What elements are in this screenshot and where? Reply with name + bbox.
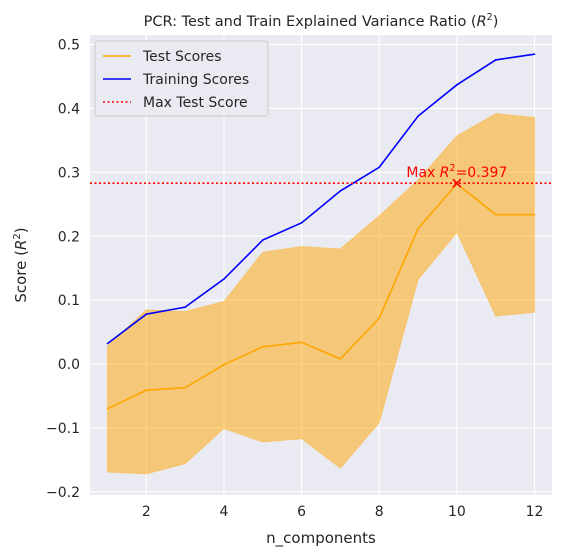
- training-scores-line: [106, 53, 535, 345]
- max-score-annotation: Max R2=0.397: [406, 163, 507, 181]
- test-scores-point: [300, 341, 303, 344]
- training-scores-point: [456, 84, 458, 86]
- training-scores-point: [184, 306, 186, 308]
- x-tick-labels: 2 4 6 8 10 12: [142, 504, 544, 520]
- y-tick-labels: −0.2 −0.1 0.0 0.1 0.2 0.3 0.4 0.5: [46, 38, 80, 501]
- test-scores-point: [223, 363, 225, 366]
- test-scores-point: [494, 213, 497, 216]
- x-tick-label: 6: [297, 504, 306, 520]
- training-scores-point: [494, 59, 497, 61]
- test-scores-point: [106, 407, 109, 410]
- y-tick-label: 0.1: [58, 293, 80, 309]
- training-scores-point: [300, 222, 303, 224]
- legend-label-test: Test Scores: [142, 49, 222, 65]
- test-scores-point: [145, 389, 148, 392]
- training-scores-point: [378, 166, 381, 169]
- y-tick-label: −0.2: [46, 485, 80, 501]
- x-tick-label: 12: [526, 504, 544, 520]
- legend-box: [94, 40, 269, 117]
- test-scores-point: [339, 358, 342, 360]
- training-scores-point: [145, 313, 148, 315]
- x-axis-label: n_components: [266, 529, 376, 548]
- max-score-marker: [452, 178, 462, 188]
- test-score-band: [106, 113, 536, 475]
- y-tick-label: 0.3: [58, 165, 80, 181]
- test-scores-line: [107, 182, 535, 410]
- y-tick-label: 0.5: [58, 38, 80, 54]
- training-scores-point: [261, 239, 264, 241]
- x-tick-label: 2: [142, 504, 151, 520]
- x-tick-label: 4: [219, 504, 228, 520]
- training-scores-point: [106, 342, 109, 345]
- test-scores-point: [417, 227, 419, 230]
- training-scores-point: [339, 190, 342, 192]
- chart-title: PCR: Test and Train Explained Variance R…: [144, 12, 499, 30]
- training-scores-point: [533, 53, 536, 55]
- test-scores-point: [261, 345, 264, 348]
- y-tick-label: 0.0: [58, 357, 80, 373]
- legend: Test Scores Training Scores Max Test Sco…: [94, 40, 269, 117]
- test-scores-point: [533, 213, 536, 216]
- test-scores-point: [184, 386, 186, 389]
- y-tick-label: 0.4: [58, 101, 80, 117]
- y-tick-label: −0.1: [46, 421, 80, 437]
- legend-label-max: Max Test Score: [143, 95, 248, 111]
- y-tick-label: 0.2: [58, 229, 80, 245]
- y-axis-label: Score (R2): [12, 227, 30, 302]
- x-tick-label: 8: [375, 504, 384, 520]
- legend-label-train: Training Scores: [142, 72, 249, 88]
- training-scores-point: [417, 115, 419, 117]
- series-lines: [106, 53, 536, 410]
- test-scores-point: [378, 317, 381, 319]
- max-marker-group: Max R2=0.397: [406, 163, 507, 188]
- x-tick-label: 10: [448, 504, 466, 520]
- test-score-std-band: [106, 113, 536, 475]
- training-scores-point: [223, 278, 225, 280]
